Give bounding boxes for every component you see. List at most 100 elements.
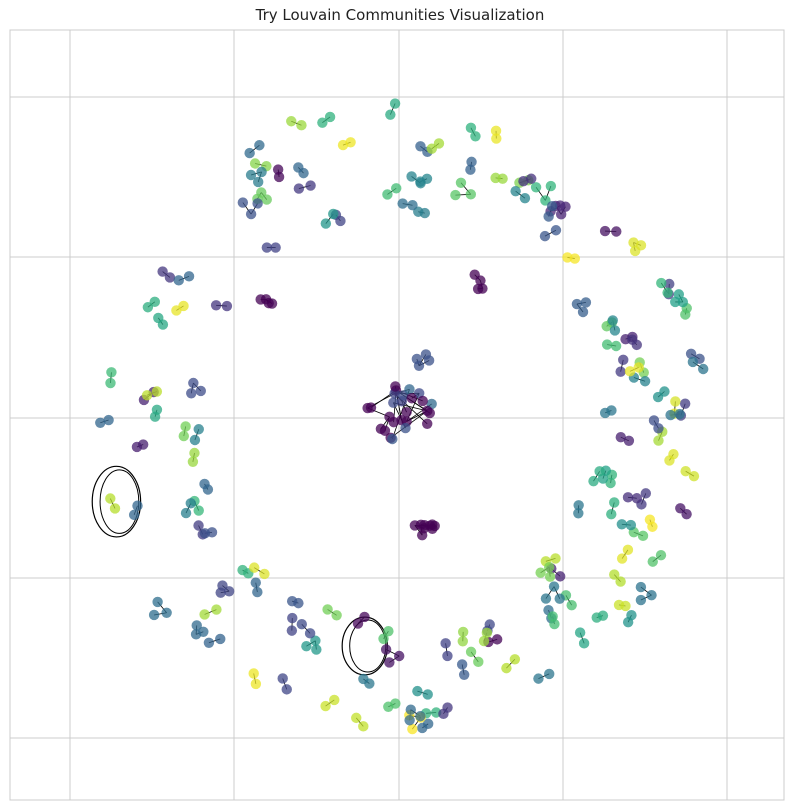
graph-node: [609, 497, 620, 508]
graph-node: [396, 414, 407, 426]
graph-node: [440, 638, 451, 649]
graph-node: [277, 673, 288, 684]
graph-node: [337, 139, 349, 151]
graph-node: [382, 189, 393, 200]
graph-node: [629, 245, 641, 257]
graph-node: [415, 178, 426, 189]
graph-node: [548, 581, 560, 592]
graph-node: [259, 568, 270, 580]
graph-node: [404, 384, 415, 395]
graph-node: [210, 300, 222, 311]
graph-node: [193, 505, 204, 516]
graph-node: [186, 388, 197, 399]
graph-node: [423, 355, 435, 366]
graph-node: [329, 694, 340, 706]
graph-node: [106, 367, 117, 378]
graph-node: [465, 189, 477, 200]
graph-node: [668, 448, 679, 460]
graph-node: [322, 604, 333, 615]
graph-node: [442, 702, 453, 713]
graph-node: [599, 225, 611, 237]
graph-node: [152, 596, 163, 608]
graph-node: [189, 447, 200, 459]
graph-node: [310, 635, 321, 646]
graph-node: [554, 571, 566, 582]
graph-node: [261, 242, 273, 253]
graph-node: [252, 198, 263, 209]
graph-node: [206, 527, 218, 538]
graph-node: [501, 662, 512, 674]
graph-node: [409, 520, 421, 531]
graph-node: [465, 122, 477, 134]
graph-node: [324, 111, 336, 123]
graph-node: [569, 253, 581, 264]
graph-node: [388, 416, 399, 428]
graph-node: [640, 488, 652, 499]
graph-node: [628, 237, 639, 248]
graph-node: [287, 612, 298, 624]
graph-node: [540, 593, 552, 604]
graph-node: [255, 294, 266, 305]
graph-node: [211, 604, 222, 615]
graph-node: [249, 158, 261, 169]
graph-node: [680, 309, 691, 320]
graph-node: [662, 287, 673, 298]
graph-node: [406, 171, 417, 182]
graph-node: [305, 180, 316, 191]
graph-node: [458, 669, 470, 680]
graph-node: [203, 637, 215, 649]
graph-node: [137, 439, 149, 450]
graph-node: [574, 627, 586, 638]
graph-node: [286, 595, 298, 607]
graph-node: [293, 183, 305, 194]
graph-node: [378, 633, 389, 644]
graph-node: [389, 98, 401, 109]
graph-node: [610, 340, 622, 352]
graph-node: [456, 659, 468, 670]
graph-node: [530, 182, 542, 193]
graph-node: [647, 521, 658, 532]
graph-node: [328, 208, 339, 220]
graph-node: [161, 607, 172, 618]
graph-node: [647, 556, 658, 567]
graph-node: [591, 612, 602, 623]
graph-node: [415, 141, 426, 152]
graph-node: [331, 610, 342, 621]
graph-node: [263, 297, 274, 309]
graph-node: [635, 594, 647, 606]
graph-node: [358, 721, 369, 732]
graph-node: [535, 567, 546, 578]
graph-node: [401, 407, 412, 418]
graph-node: [400, 422, 411, 434]
graph-node: [539, 230, 551, 242]
graph-node: [473, 656, 484, 668]
graph-node: [577, 306, 589, 318]
plot-area: [9, 29, 785, 801]
graph-node: [95, 417, 106, 428]
graph-node: [546, 200, 558, 212]
graph-node: [198, 626, 209, 637]
graph-node: [670, 396, 681, 407]
graph-node: [623, 435, 635, 447]
graph-node: [550, 225, 562, 236]
graph-node: [618, 354, 629, 366]
graph-node: [320, 700, 331, 712]
graph-node: [646, 589, 657, 601]
graph-node: [365, 402, 377, 413]
graph-node: [533, 673, 544, 684]
graph-node: [254, 140, 265, 151]
graph-node: [680, 466, 691, 477]
graph-node: [407, 723, 418, 735]
graph-node: [164, 272, 176, 283]
graph-node: [352, 618, 364, 629]
graph-node: [187, 456, 199, 467]
graph-node: [653, 435, 664, 446]
graph-node: [272, 164, 284, 175]
graph-node: [655, 550, 667, 561]
graph-node: [605, 477, 616, 489]
graph-node: [609, 325, 621, 336]
graph-node: [245, 208, 257, 220]
graph-node: [616, 519, 628, 530]
graph-node: [252, 176, 264, 188]
